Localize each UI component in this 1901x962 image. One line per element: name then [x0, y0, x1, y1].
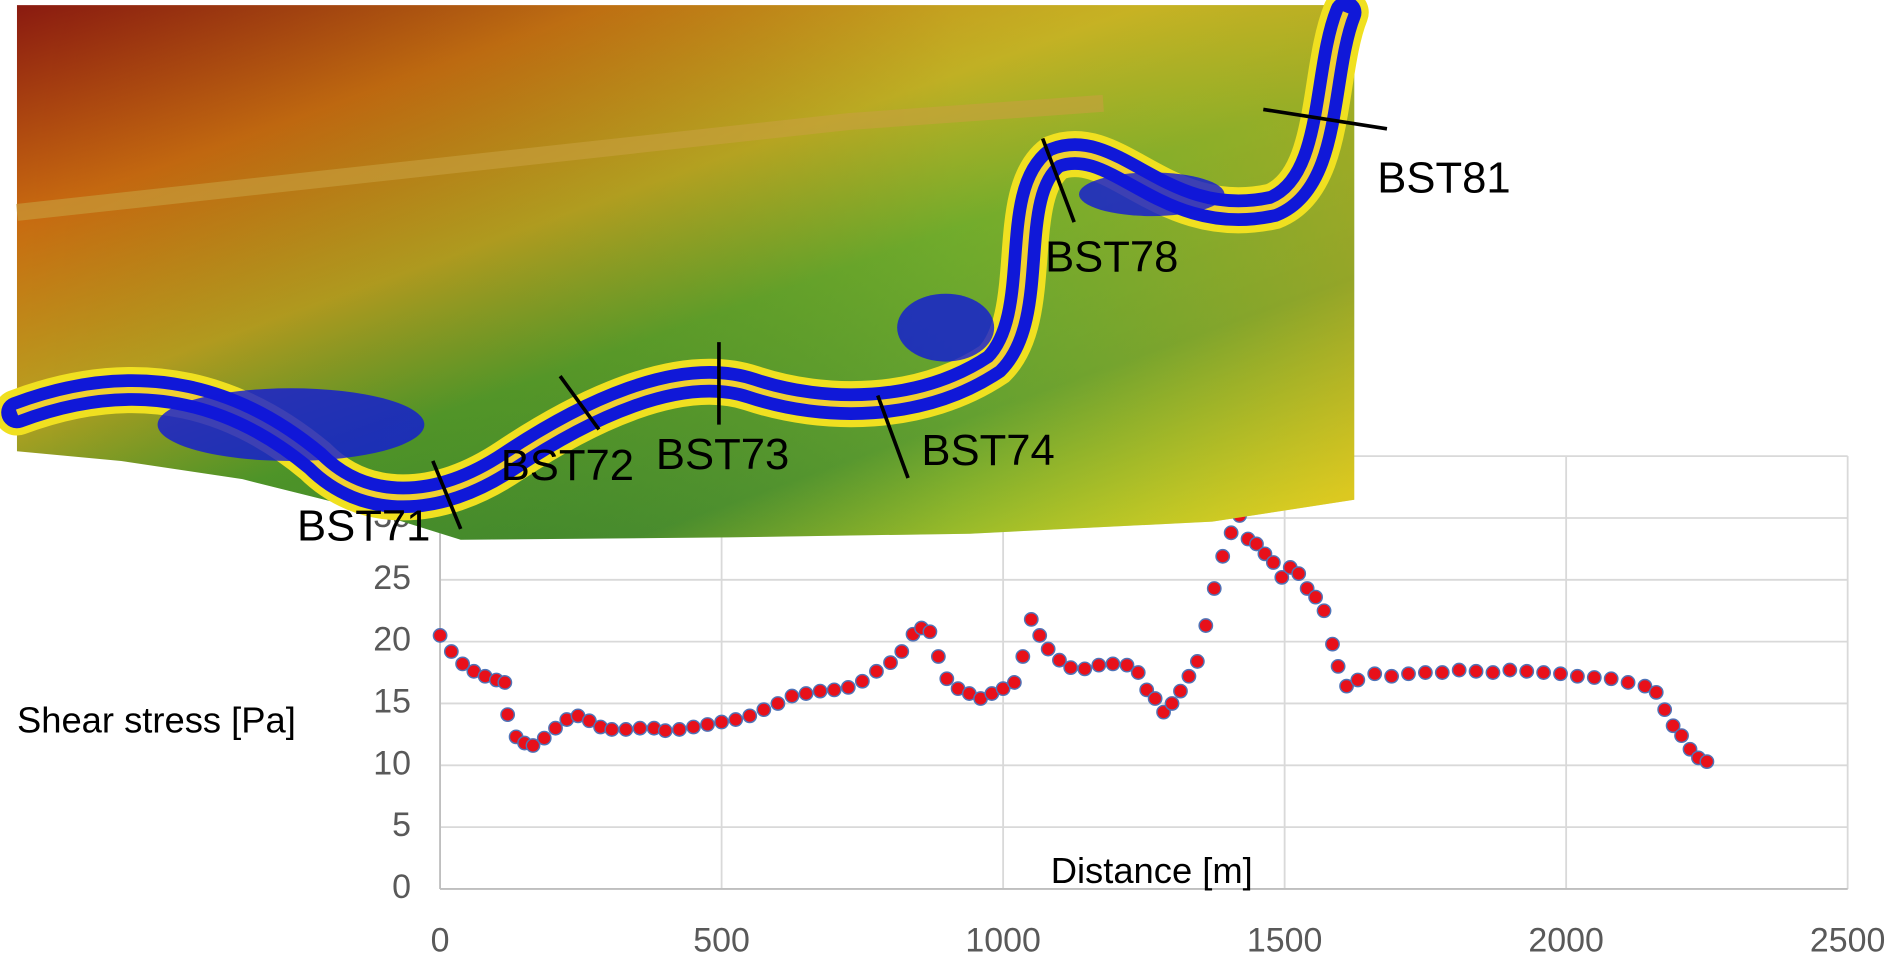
- point: [757, 703, 770, 716]
- point: [1503, 663, 1516, 676]
- point: [1033, 629, 1046, 642]
- point: [856, 675, 869, 688]
- point: [433, 629, 446, 642]
- point: [828, 683, 841, 696]
- x-tick-label: 2000: [1528, 921, 1604, 959]
- point: [1267, 556, 1280, 569]
- x-tick-label: 500: [693, 921, 750, 959]
- point: [1208, 582, 1221, 595]
- point: [1436, 666, 1449, 679]
- point: [884, 656, 897, 669]
- x-tick-label: 0: [431, 921, 450, 959]
- point: [445, 645, 458, 658]
- point: [940, 672, 953, 685]
- point: [1025, 613, 1038, 626]
- point: [659, 724, 672, 737]
- point: [923, 625, 936, 638]
- point: [813, 684, 826, 697]
- point: [1351, 673, 1364, 686]
- point: [1016, 650, 1029, 663]
- point: [1224, 526, 1237, 539]
- point: [1078, 662, 1091, 675]
- point: [1165, 697, 1178, 710]
- point: [1008, 676, 1021, 689]
- y-axis-label: Shear stress [Pa]: [17, 699, 296, 740]
- point: [549, 722, 562, 735]
- annotation: BST71: [297, 501, 430, 550]
- point: [1621, 676, 1634, 689]
- annotation: BST78: [1045, 232, 1178, 281]
- point: [1132, 666, 1145, 679]
- point: [771, 697, 784, 710]
- point: [701, 718, 714, 731]
- point: [1174, 684, 1187, 697]
- point: [799, 687, 812, 700]
- point: [619, 723, 632, 736]
- point: [1385, 670, 1398, 683]
- y-tick-label: 25: [373, 559, 411, 597]
- point: [1520, 665, 1533, 678]
- point: [1309, 590, 1322, 603]
- point: [1650, 686, 1663, 699]
- point: [1092, 658, 1105, 671]
- point: [1317, 604, 1330, 617]
- annotation: BST73: [656, 430, 789, 479]
- y-tick-label: 15: [373, 682, 411, 720]
- point: [1469, 665, 1482, 678]
- point: [1216, 550, 1229, 563]
- point: [1182, 670, 1195, 683]
- annotation: BST74: [921, 426, 1054, 475]
- point: [1326, 637, 1339, 650]
- point: [715, 715, 728, 728]
- point: [1452, 663, 1465, 676]
- point: [1419, 666, 1432, 679]
- point: [1292, 567, 1305, 580]
- point: [501, 708, 514, 721]
- point: [785, 689, 798, 702]
- x-axis-label: Distance [m]: [1051, 850, 1253, 891]
- point: [1148, 692, 1161, 705]
- point: [538, 731, 551, 744]
- y-tick-label: 10: [373, 744, 411, 782]
- point: [729, 713, 742, 726]
- point: [1537, 666, 1550, 679]
- point: [687, 720, 700, 733]
- point: [1064, 661, 1077, 674]
- point: [895, 645, 908, 658]
- chart: 0510152025303505001000150020002500Distan…: [0, 0, 1901, 962]
- point: [1191, 655, 1204, 668]
- point: [1554, 667, 1567, 680]
- point: [1199, 619, 1212, 632]
- x-tick-label: 1000: [965, 921, 1041, 959]
- x-tick-label: 1500: [1247, 921, 1323, 959]
- point: [633, 722, 646, 735]
- point: [1700, 755, 1713, 768]
- point: [1486, 666, 1499, 679]
- y-tick-label: 5: [392, 806, 411, 844]
- point: [1658, 703, 1671, 716]
- point: [1331, 660, 1344, 673]
- point: [605, 723, 618, 736]
- point: [1605, 672, 1618, 685]
- point: [1588, 671, 1601, 684]
- y-tick-label: 20: [373, 621, 411, 659]
- annotation: BST72: [501, 441, 634, 490]
- point: [673, 723, 686, 736]
- point: [1675, 729, 1688, 742]
- x-tick-label: 2500: [1810, 921, 1886, 959]
- point: [1368, 667, 1381, 680]
- point: [932, 650, 945, 663]
- point: [1106, 657, 1119, 670]
- point: [870, 665, 883, 678]
- point: [1571, 670, 1584, 683]
- point: [842, 681, 855, 694]
- point: [1402, 667, 1415, 680]
- point: [743, 709, 756, 722]
- point: [1041, 642, 1054, 655]
- annotation: BST81: [1377, 153, 1510, 202]
- y-tick-label: 0: [392, 868, 411, 906]
- point: [498, 676, 511, 689]
